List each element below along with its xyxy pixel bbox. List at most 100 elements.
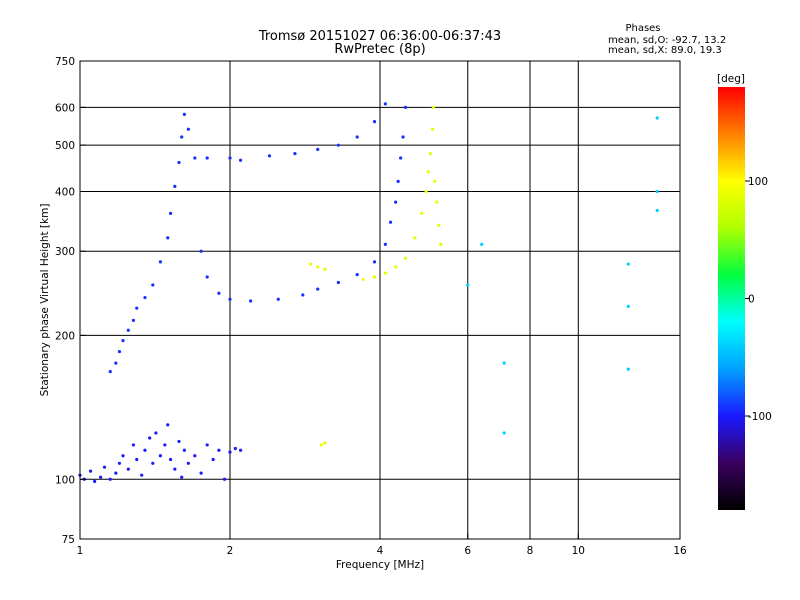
data-point bbox=[126, 467, 130, 471]
colorbar: [deg] 100 0 -100 bbox=[717, 73, 772, 510]
data-point bbox=[249, 299, 253, 303]
data-point bbox=[228, 156, 232, 160]
x-tick-label: 4 bbox=[377, 545, 384, 557]
data-point bbox=[336, 143, 340, 147]
data-point bbox=[437, 223, 441, 227]
data-point bbox=[413, 236, 417, 240]
data-point bbox=[151, 283, 155, 287]
colorbar-gradient bbox=[718, 87, 745, 510]
data-point bbox=[158, 260, 163, 264]
data-point bbox=[428, 152, 433, 156]
data-point bbox=[383, 271, 387, 275]
data-point bbox=[166, 236, 170, 240]
data-point bbox=[205, 275, 209, 279]
data-point bbox=[316, 147, 320, 151]
data-point bbox=[217, 291, 221, 295]
data-point bbox=[439, 242, 443, 247]
y-tick-label: 500 bbox=[55, 140, 75, 152]
y-tick-label: 750 bbox=[55, 56, 75, 68]
data-point bbox=[166, 423, 170, 427]
data-point bbox=[396, 179, 400, 183]
data-point bbox=[655, 116, 659, 120]
data-point bbox=[121, 454, 125, 458]
series-group bbox=[108, 102, 408, 374]
data-point bbox=[626, 304, 630, 308]
x-tick-label: 10 bbox=[572, 545, 585, 557]
data-point bbox=[361, 277, 365, 281]
data-point bbox=[372, 275, 377, 279]
data-point bbox=[114, 361, 118, 365]
colorbar-ticks: 100 0 -100 bbox=[745, 176, 772, 423]
chart-subtitle: RwPretec (8p) bbox=[334, 42, 425, 57]
data-point bbox=[383, 102, 387, 106]
data-point bbox=[117, 349, 122, 354]
data-point bbox=[177, 160, 181, 165]
phase-info-x: mean, sd,X: 89.0, 19.3 bbox=[608, 45, 722, 56]
data-point bbox=[182, 112, 186, 116]
data-point bbox=[169, 457, 173, 462]
data-point bbox=[276, 297, 280, 301]
data-point bbox=[169, 211, 173, 215]
data-point bbox=[177, 439, 181, 444]
data-point bbox=[372, 260, 377, 264]
data-point bbox=[108, 369, 112, 374]
grid-lines bbox=[80, 61, 680, 539]
data-point bbox=[102, 465, 107, 469]
y-tick-label: 200 bbox=[55, 330, 75, 342]
data-point bbox=[502, 361, 506, 365]
y-axis-label: Stationary phase Virtual Height [km] bbox=[39, 204, 51, 397]
x-tick-label: 16 bbox=[673, 545, 687, 557]
data-point bbox=[140, 473, 144, 477]
data-point bbox=[319, 443, 323, 447]
data-point bbox=[308, 262, 313, 266]
title-group: Tromsø 20151027 06:36:00-06:37:43 RwPret… bbox=[258, 29, 501, 57]
data-point bbox=[148, 436, 152, 440]
x-tick-label: 1 bbox=[77, 545, 84, 557]
data-point bbox=[431, 105, 436, 109]
data-point bbox=[228, 450, 232, 454]
data-point bbox=[193, 454, 197, 458]
data-point bbox=[143, 448, 147, 452]
data-point bbox=[383, 242, 387, 247]
data-point bbox=[211, 457, 215, 462]
data-point bbox=[238, 158, 243, 162]
data-point bbox=[394, 265, 398, 269]
data-point bbox=[186, 127, 190, 131]
data-point bbox=[401, 135, 405, 139]
data-point bbox=[186, 461, 190, 465]
data-point bbox=[323, 267, 327, 271]
data-point bbox=[199, 249, 203, 253]
phase-info: Phases mean, sd,O: -92.7, 13.2 mean, sd,… bbox=[608, 23, 726, 56]
data-point bbox=[394, 200, 398, 204]
data-point bbox=[316, 287, 320, 291]
colorbar-tick-label: 100 bbox=[748, 176, 768, 188]
data-point bbox=[316, 265, 320, 269]
data-point bbox=[154, 431, 158, 435]
series-group bbox=[466, 116, 659, 435]
data-point bbox=[466, 283, 470, 287]
data-point bbox=[117, 461, 122, 465]
data-point bbox=[238, 448, 243, 452]
data-point bbox=[108, 477, 112, 481]
data-point bbox=[323, 441, 327, 445]
data-point bbox=[173, 184, 177, 188]
colorbar-tick-label: -100 bbox=[748, 411, 772, 423]
data-point bbox=[399, 156, 403, 160]
data-point bbox=[143, 295, 147, 300]
colorbar-tick-label: 0 bbox=[748, 294, 755, 306]
y-tick-label: 600 bbox=[55, 102, 75, 114]
data-point bbox=[293, 152, 297, 156]
data-point bbox=[502, 431, 506, 435]
data-point bbox=[233, 446, 237, 451]
y-tick-label: 100 bbox=[55, 474, 75, 486]
chart-title: Tromsø 20151027 06:36:00-06:37:43 bbox=[258, 29, 501, 44]
data-point bbox=[435, 200, 439, 204]
y-tick-label: 75 bbox=[62, 534, 75, 546]
data-point bbox=[126, 328, 130, 332]
x-tick-label: 2 bbox=[227, 545, 234, 557]
data-point bbox=[336, 280, 340, 285]
data-point bbox=[199, 471, 203, 475]
data-point bbox=[403, 105, 408, 109]
axis-ticks: 1 2 4 6 8 10 16 75 100 200 300 400 500 600 750 bbox=[55, 56, 687, 557]
